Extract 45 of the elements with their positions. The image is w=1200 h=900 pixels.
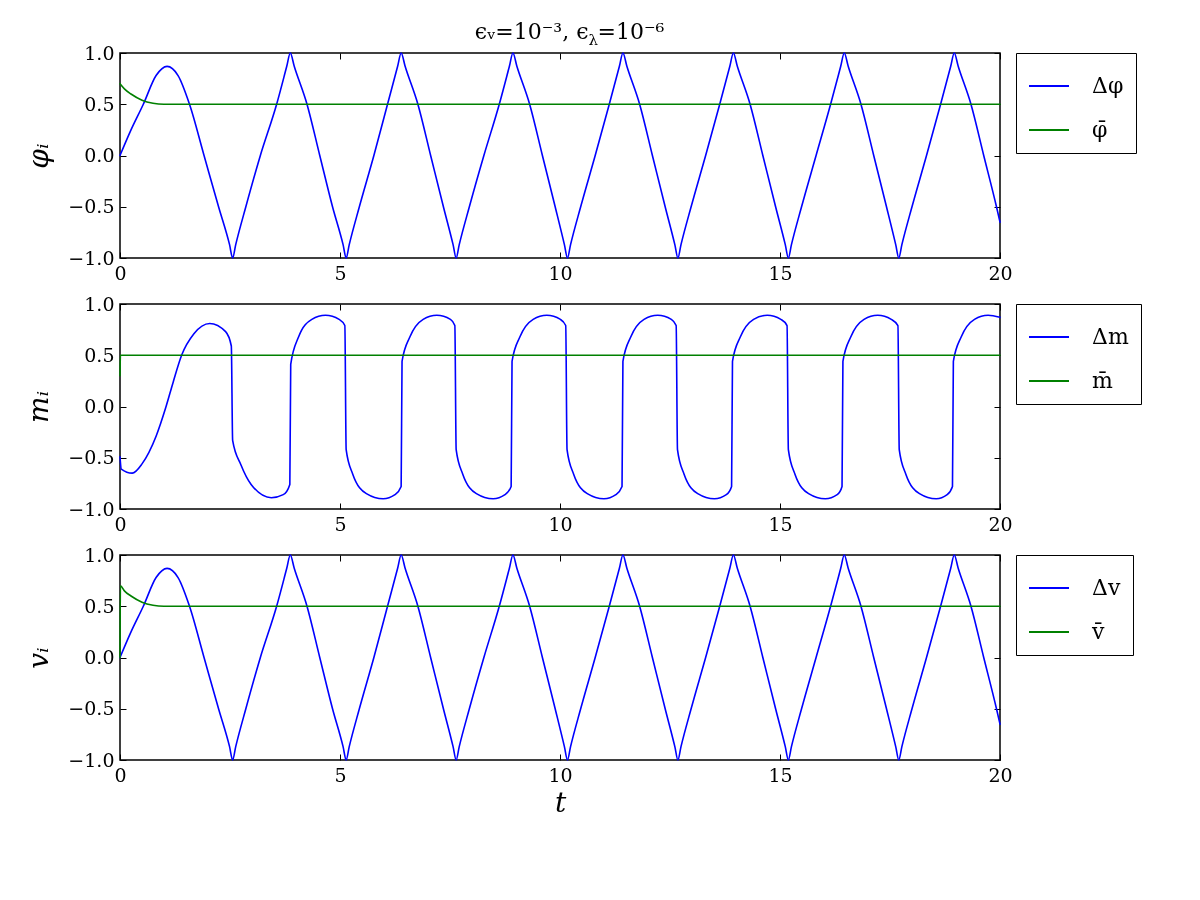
legend-label: φ̄ — [1092, 117, 1108, 142]
line-series — [119, 554, 1001, 761]
y-tick-label: −0.5 — [68, 195, 115, 218]
x-axis-title: t — [554, 785, 567, 819]
y-tick-label: 0.0 — [84, 395, 115, 417]
legend-label: Δφ — [1092, 73, 1124, 98]
x-tick-label: 5 — [334, 512, 347, 535]
x-tick-label: 10 — [548, 512, 573, 535]
y-tick-label: 0.5 — [84, 594, 115, 617]
x-tick-label: 20 — [988, 763, 1013, 786]
x-tick-label: 20 — [988, 261, 1013, 284]
y-tick-label: −0.5 — [68, 446, 115, 469]
legend-label: Δm — [1092, 324, 1129, 349]
y-axis-title: φᵢ — [22, 143, 56, 169]
y-tick-label: −1.0 — [68, 497, 115, 520]
x-tick-label: 10 — [548, 261, 573, 284]
x-tick-label: 5 — [334, 261, 347, 284]
x-tick-label: 15 — [768, 261, 793, 284]
y-tick-label: 0.5 — [84, 343, 115, 366]
y-axis-title: mᵢ — [22, 390, 56, 424]
x-tick-label: 0 — [114, 512, 127, 535]
line-series — [119, 584, 1001, 659]
y-tick-label: −0.5 — [68, 697, 115, 720]
legend-label: m̄ — [1092, 368, 1113, 393]
y-tick-label: −1.0 — [68, 246, 115, 269]
line-series — [119, 82, 1001, 106]
y-tick-label: 1.0 — [84, 292, 115, 315]
x-tick-label: 0 — [114, 261, 127, 284]
y-tick-label: 0.0 — [84, 144, 115, 166]
y-axis-title: vᵢ — [22, 647, 56, 669]
x-tick-label: 5 — [334, 763, 347, 786]
y-tick-label: 1.0 — [84, 41, 115, 64]
y-tick-label: 1.0 — [84, 543, 115, 566]
y-tick-label: 0.5 — [84, 92, 115, 115]
line-series — [119, 314, 1001, 500]
legend-label: Δv — [1092, 575, 1121, 600]
x-tick-label: 15 — [768, 763, 793, 786]
y-tick-label: 0.0 — [84, 646, 115, 668]
legend-label: v̄ — [1091, 619, 1105, 644]
y-tick-label: −1.0 — [68, 748, 115, 771]
x-tick-label: 20 — [988, 512, 1013, 535]
x-tick-label: 15 — [768, 512, 793, 535]
line-series — [119, 52, 1001, 259]
x-tick-label: 0 — [114, 763, 127, 786]
x-tick-label: 10 — [548, 763, 573, 786]
